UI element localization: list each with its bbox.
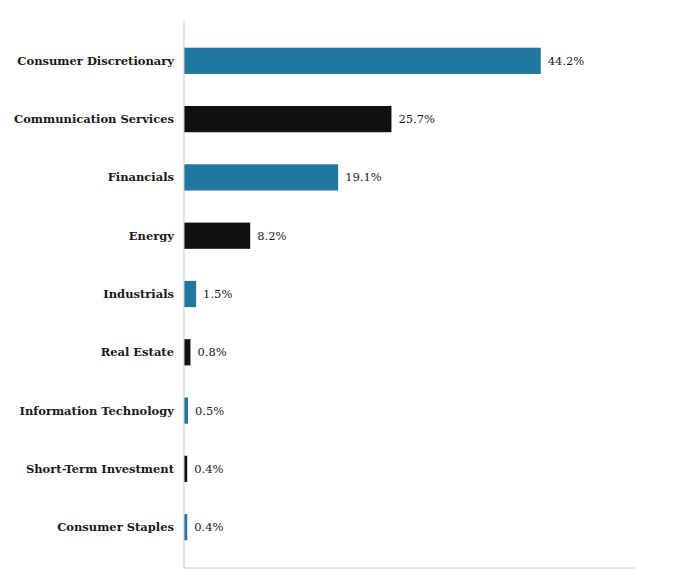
page: {"chart_data": {"type": "bar", "orientat… <box>0 0 696 588</box>
data-label: 1.5% <box>203 287 232 301</box>
bar <box>184 397 188 423</box>
category-label: Financials <box>108 170 174 184</box>
y-tick-labels: Consumer Staples Short-Term Investment Inf… <box>14 54 175 534</box>
x-axis <box>184 20 636 568</box>
chart-container: Consumer Staples Short-Term Investment Inf… <box>0 0 696 588</box>
category-label: Energy <box>129 229 175 243</box>
data-label: 0.4% <box>194 462 223 476</box>
bar <box>184 164 338 190</box>
category-label: Short-Term Investment <box>26 462 175 476</box>
bar <box>184 106 391 132</box>
data-label: 0.5% <box>195 404 224 418</box>
bars <box>184 48 541 541</box>
y-axis-line <box>184 20 185 568</box>
data-labels: 0.4% 0.4% 0.5% 0.8% 1.5% 8.2% 19.1% 25.7% 44.2% <box>194 54 584 534</box>
category-label: Information Technology <box>20 404 175 418</box>
data-label: 44.2% <box>548 54 585 68</box>
data-label: 25.7% <box>398 112 435 126</box>
data-label: 0.4% <box>194 520 223 534</box>
category-label: Consumer Staples <box>57 520 174 534</box>
category-label: Real Estate <box>101 345 174 359</box>
data-label: 0.8% <box>197 345 226 359</box>
bar <box>184 223 250 249</box>
category-label: Industrials <box>103 287 174 301</box>
bar <box>184 48 541 74</box>
bar <box>184 339 190 365</box>
bar <box>184 281 196 307</box>
data-label: 8.2% <box>257 229 286 243</box>
chart: Consumer Staples Short-Term Investment Inf… <box>0 0 696 588</box>
x-axis-line <box>184 568 636 569</box>
category-label: Communication Services <box>14 112 174 126</box>
data-label: 19.1% <box>345 170 382 184</box>
category-label: Consumer Discretionary <box>17 54 174 68</box>
